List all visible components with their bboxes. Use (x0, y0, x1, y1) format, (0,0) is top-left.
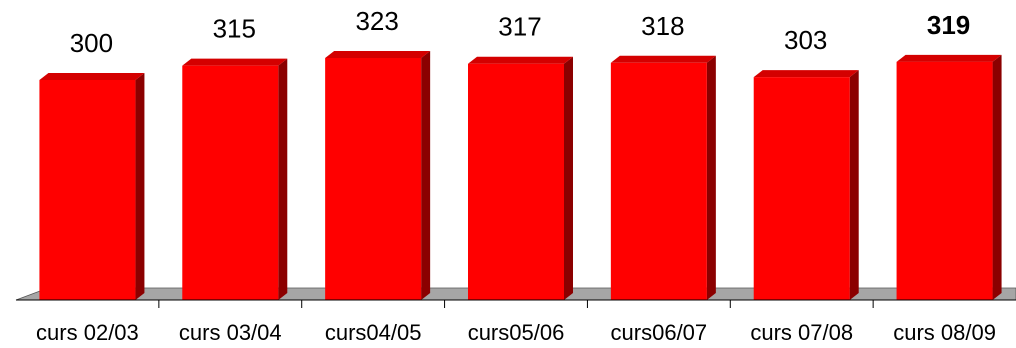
bar-side-face (849, 70, 859, 300)
data-label: 303 (784, 25, 827, 55)
bar-side-face (564, 56, 573, 300)
data-label: 318 (641, 11, 684, 41)
bar-side-face (135, 73, 145, 300)
bar (39, 73, 145, 300)
data-label: 319 (927, 10, 970, 40)
bar-top-face (182, 58, 288, 66)
bar (753, 70, 859, 300)
bar-side-face (706, 55, 716, 300)
bar-top-face (753, 70, 859, 78)
x-tick-label: curs 02/03 (36, 320, 139, 345)
x-tick-label: curs05/06 (468, 320, 565, 345)
data-label: 323 (355, 6, 398, 36)
data-labels: 300 315 323 317 318 303 319 (70, 6, 971, 58)
data-label: 315 (213, 14, 256, 44)
bar-front-face (896, 61, 993, 301)
bar-top-face (39, 73, 145, 80)
bar (325, 51, 431, 300)
bar (468, 56, 573, 300)
x-tick-label: curs 03/04 (179, 320, 282, 345)
bar-front-face (325, 58, 422, 300)
data-label: 317 (498, 12, 541, 42)
bar-front-face (753, 77, 850, 300)
x-tick-label: curs 08/09 (893, 320, 996, 345)
bar (182, 58, 288, 300)
bar-front-face (39, 80, 136, 300)
bar-top-face (896, 54, 1002, 62)
x-axis: curs 02/03 curs 03/04 curs04/05 curs05/06 cu… (16, 299, 1016, 345)
bar-front-face (182, 65, 279, 300)
bar-top-face (610, 55, 716, 63)
x-tick-label: curs04/05 (325, 320, 422, 345)
bar-series (39, 51, 1002, 301)
bar-front-face (468, 63, 564, 300)
x-tick-label: curs06/07 (611, 320, 708, 345)
bar-top-face (468, 56, 573, 64)
bar (896, 54, 1002, 301)
bar-side-face (278, 58, 288, 300)
bar-top-face (325, 51, 431, 58)
bar-front-face (610, 62, 707, 300)
data-label: 300 (70, 28, 113, 58)
bar-side-face (421, 51, 431, 300)
bar-side-face (992, 54, 1002, 301)
bar (610, 55, 716, 300)
x-tick-label: curs 07/08 (750, 320, 853, 345)
